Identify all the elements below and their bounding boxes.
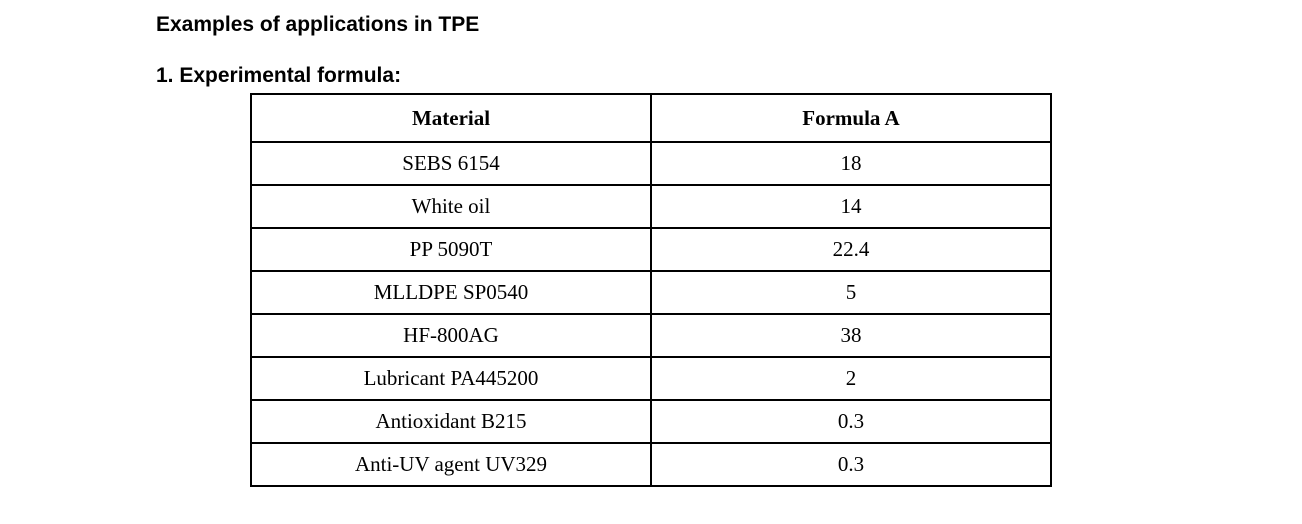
material-cell: HF-800AG: [250, 313, 652, 358]
formula-a-cell: 18: [650, 141, 1052, 186]
page-title: Examples of applications in TPE: [156, 13, 480, 36]
material-cell: White oil: [250, 184, 652, 229]
formula-a-cell: 14: [650, 184, 1052, 229]
formula-table: Material Formula A SEBS 6154 18 White oi…: [250, 93, 1052, 487]
material-cell: Lubricant PA445200: [250, 356, 652, 401]
material-cell: Antioxidant B215: [250, 399, 652, 444]
table-row: Anti-UV agent UV329 0.3: [250, 442, 1052, 487]
material-cell: Anti-UV agent UV329: [250, 442, 652, 487]
table-row: Lubricant PA445200 2: [250, 356, 1052, 401]
formula-a-cell: 0.3: [650, 399, 1052, 444]
formula-a-cell: 0.3: [650, 442, 1052, 487]
header-material: Material: [250, 93, 652, 143]
table-header: Material Formula A: [250, 93, 1052, 143]
formula-a-cell: 2: [650, 356, 1052, 401]
table-row: HF-800AG 38: [250, 313, 1052, 358]
formula-a-cell: 5: [650, 270, 1052, 315]
formula-a-cell: 22.4: [650, 227, 1052, 272]
formula-a-cell: 38: [650, 313, 1052, 358]
table-body: SEBS 6154 18 White oil 14 PP 5090T 22.4 …: [250, 141, 1052, 487]
header-formula-a: Formula A: [650, 93, 1052, 143]
material-cell: MLLDPE SP0540: [250, 270, 652, 315]
table-row: MLLDPE SP0540 5: [250, 270, 1052, 315]
header-row: Material Formula A: [250, 93, 1052, 143]
table-row: PP 5090T 22.4: [250, 227, 1052, 272]
section-title: 1. Experimental formula:: [156, 64, 402, 87]
table-row: White oil 14: [250, 184, 1052, 229]
material-cell: SEBS 6154: [250, 141, 652, 186]
table-row: SEBS 6154 18: [250, 141, 1052, 186]
material-cell: PP 5090T: [250, 227, 652, 272]
table-row: Antioxidant B215 0.3: [250, 399, 1052, 444]
